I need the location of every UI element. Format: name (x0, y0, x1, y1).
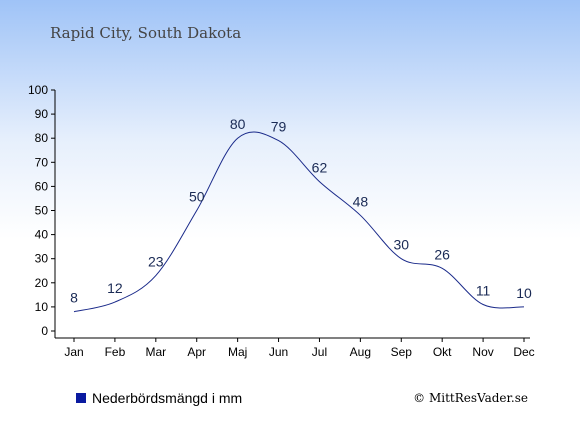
data-label: 80 (230, 116, 246, 132)
data-label: 10 (516, 285, 532, 301)
y-tick-label: 70 (35, 155, 49, 169)
y-tick-label: 40 (35, 228, 49, 242)
x-tick-label: Dec (513, 345, 534, 359)
y-tick-label: 60 (35, 179, 49, 193)
x-tick-label: Sep (391, 345, 413, 359)
y-tick-label: 30 (35, 252, 49, 266)
y-tick-label: 20 (35, 276, 49, 290)
x-tick-label: Maj (228, 345, 247, 359)
x-tick-label: Apr (187, 345, 206, 359)
data-label: 12 (107, 280, 123, 296)
y-tick-label: 10 (35, 300, 49, 314)
x-tick-label: Mar (145, 345, 166, 359)
x-tick-label: Aug (350, 345, 371, 359)
data-label: 8 (70, 290, 78, 306)
data-label: 30 (393, 237, 409, 253)
legend-label: Nederbördsmängd i mm (92, 390, 242, 406)
y-tick-label: 50 (35, 204, 49, 218)
y-tick-label: 100 (28, 83, 48, 97)
data-labels: 8 12 23 50 80 79 62 48 30 26 11 10 (70, 116, 532, 306)
x-tick-label: Jan (64, 345, 83, 359)
x-tick-label: Feb (105, 345, 126, 359)
series-line (73, 131, 525, 313)
axes (54, 90, 530, 339)
x-tick-label: Jun (269, 345, 288, 359)
data-label: 26 (434, 246, 450, 262)
x-tick-label: Nov (472, 345, 493, 359)
legend-swatch (76, 393, 86, 403)
y-axis-ticks: 0 10 20 30 40 50 60 70 80 90 100 (28, 83, 55, 338)
x-tick-label: Jul (312, 345, 327, 359)
data-label: 50 (189, 189, 205, 205)
x-tick-label: Okt (433, 345, 452, 359)
data-label: 23 (148, 254, 164, 270)
y-tick-label: 90 (35, 107, 49, 121)
credit: © MittResVader.se (413, 391, 528, 405)
y-tick-label: 80 (35, 131, 49, 145)
data-label: 62 (312, 160, 328, 176)
chart-title: Rapid City, South Dakota (50, 24, 241, 42)
x-axis-ticks: Jan Feb Mar Apr Maj Jun Jul Aug Sep Okt Nov Dec (64, 338, 535, 359)
data-label: 48 (353, 193, 369, 209)
data-label: 11 (476, 282, 491, 298)
y-tick-label: 0 (41, 324, 48, 338)
data-label: 79 (271, 119, 287, 135)
